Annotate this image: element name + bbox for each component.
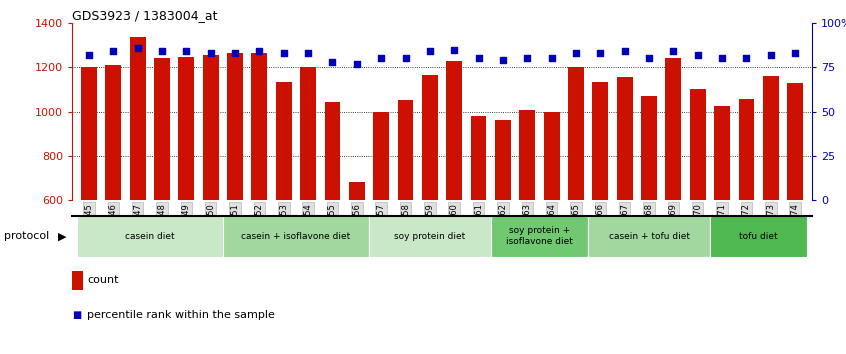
Point (496, 57, 509, 63)
Bar (325, 102, 340, 200)
Bar (763, 76, 778, 200)
Point (107, 48, 120, 54)
Bar (129, 38, 146, 200)
Bar (349, 182, 365, 200)
Text: soy protein +
isoflavone diet: soy protein + isoflavone diet (506, 226, 573, 246)
Point (228, 50, 242, 56)
Bar (373, 112, 389, 200)
Point (179, 48, 193, 54)
Bar (179, 57, 195, 200)
Point (82, 52, 96, 58)
Point (301, 50, 315, 56)
Text: ▶: ▶ (58, 232, 66, 241)
Point (764, 52, 777, 58)
Bar (106, 65, 121, 200)
Text: GDS3923 / 1383004_at: GDS3923 / 1383004_at (72, 9, 217, 22)
Point (398, 56, 412, 61)
Text: soy protein diet: soy protein diet (394, 232, 465, 241)
Point (520, 56, 534, 61)
Point (472, 56, 486, 61)
Bar (641, 96, 657, 200)
Point (326, 59, 339, 65)
Text: percentile rank within the sample: percentile rank within the sample (87, 310, 275, 320)
Point (716, 56, 729, 61)
Bar (666, 58, 681, 200)
Point (155, 48, 168, 54)
Text: tofu diet: tofu diet (739, 232, 778, 241)
Bar (588, 216, 710, 257)
Bar (592, 82, 608, 200)
Bar (617, 77, 633, 200)
Point (642, 56, 656, 61)
Bar (369, 216, 491, 257)
Point (277, 50, 290, 56)
Bar (276, 82, 292, 200)
Bar (739, 99, 755, 200)
Bar (544, 112, 559, 200)
Bar (491, 216, 588, 257)
Point (569, 50, 583, 56)
Bar (470, 116, 486, 200)
Text: casein + tofu diet: casein + tofu diet (608, 232, 689, 241)
Text: count: count (87, 275, 118, 285)
Bar (447, 61, 462, 200)
Bar (787, 83, 803, 200)
Point (691, 52, 705, 58)
Bar (568, 67, 584, 200)
Point (594, 50, 607, 56)
Bar (251, 53, 267, 200)
Point (350, 61, 364, 67)
Bar (300, 67, 316, 200)
Bar (227, 53, 243, 200)
Point (448, 47, 461, 52)
Point (667, 48, 680, 54)
Bar (422, 75, 437, 200)
Point (618, 48, 631, 54)
Bar (398, 101, 414, 200)
Bar (495, 120, 511, 200)
Point (253, 48, 266, 54)
Point (375, 56, 388, 61)
Bar (714, 106, 730, 200)
Text: ■: ■ (73, 310, 81, 320)
Point (423, 48, 437, 54)
Bar (203, 55, 218, 200)
Point (204, 50, 217, 56)
Bar (77, 216, 222, 257)
Bar (81, 67, 97, 200)
Point (739, 56, 753, 61)
Text: casein diet: casein diet (125, 232, 174, 241)
Bar (689, 89, 706, 200)
Text: casein + isoflavone diet: casein + isoflavone diet (241, 232, 350, 241)
Bar (519, 110, 536, 200)
Bar (154, 58, 170, 200)
Point (788, 50, 802, 56)
Point (131, 45, 145, 51)
Text: protocol: protocol (4, 232, 49, 241)
Bar (222, 216, 369, 257)
Point (545, 56, 558, 61)
Bar (710, 216, 807, 257)
